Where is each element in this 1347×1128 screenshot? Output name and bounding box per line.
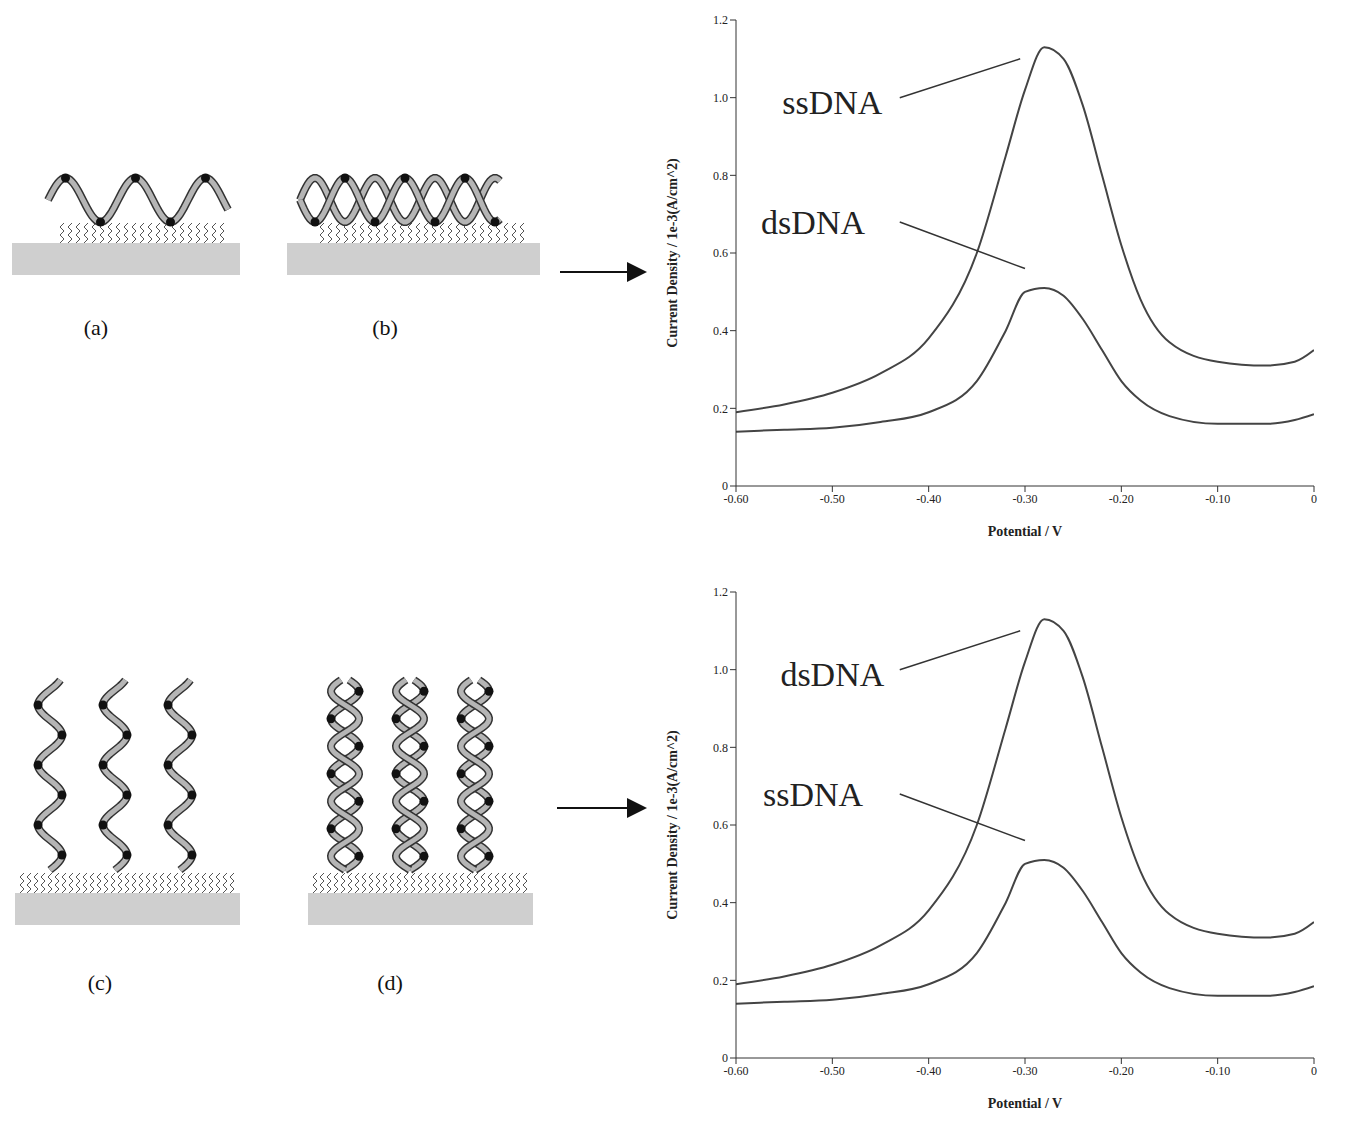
svg-text:1.2: 1.2 — [713, 585, 728, 599]
svg-text:1.2: 1.2 — [713, 13, 728, 27]
svg-text:Potential / V: Potential / V — [988, 1096, 1062, 1111]
svg-text:0.2: 0.2 — [713, 402, 728, 416]
svg-text:-0.40: -0.40 — [916, 492, 941, 506]
svg-text:Potential / V: Potential / V — [988, 524, 1062, 539]
svg-text:0.2: 0.2 — [713, 974, 728, 988]
svg-text:-0.60: -0.60 — [724, 492, 749, 506]
svg-text:-0.30: -0.30 — [1013, 1064, 1038, 1078]
svg-text:0.4: 0.4 — [713, 896, 728, 910]
svg-text:0.6: 0.6 — [713, 818, 728, 832]
svg-text:-0.50: -0.50 — [820, 492, 845, 506]
svg-text:-0.40: -0.40 — [916, 1064, 941, 1078]
svg-text:0: 0 — [722, 479, 728, 493]
svg-text:(b): (b) — [372, 315, 398, 340]
svg-text:(a): (a) — [84, 315, 108, 340]
svg-text:-0.20: -0.20 — [1109, 1064, 1134, 1078]
svg-text:-0.20: -0.20 — [1109, 492, 1134, 506]
svg-text:0.8: 0.8 — [713, 169, 728, 183]
svg-text:Current Density / 1e-3(A/cm^2): Current Density / 1e-3(A/cm^2) — [665, 158, 681, 348]
svg-text:dsDNA: dsDNA — [780, 656, 884, 693]
svg-text:ssDNA: ssDNA — [782, 84, 883, 121]
svg-text:0.4: 0.4 — [713, 324, 728, 338]
svg-text:0: 0 — [1311, 1064, 1317, 1078]
svg-text:dsDNA: dsDNA — [761, 204, 865, 241]
svg-text:0.8: 0.8 — [713, 741, 728, 755]
svg-text:ssDNA: ssDNA — [763, 776, 864, 813]
svg-text:0.6: 0.6 — [713, 246, 728, 260]
svg-text:0: 0 — [722, 1051, 728, 1065]
svg-text:Current Density / 1e-3(A/cm^2): Current Density / 1e-3(A/cm^2) — [665, 730, 681, 920]
svg-text:-0.10: -0.10 — [1205, 492, 1230, 506]
svg-text:(c): (c) — [88, 970, 112, 995]
svg-text:-0.60: -0.60 — [724, 1064, 749, 1078]
svg-text:(d): (d) — [377, 970, 403, 995]
svg-text:0: 0 — [1311, 492, 1317, 506]
svg-text:1.0: 1.0 — [713, 663, 728, 677]
svg-text:-0.30: -0.30 — [1013, 492, 1038, 506]
svg-text:-0.50: -0.50 — [820, 1064, 845, 1078]
svg-text:-0.10: -0.10 — [1205, 1064, 1230, 1078]
svg-text:1.0: 1.0 — [713, 91, 728, 105]
